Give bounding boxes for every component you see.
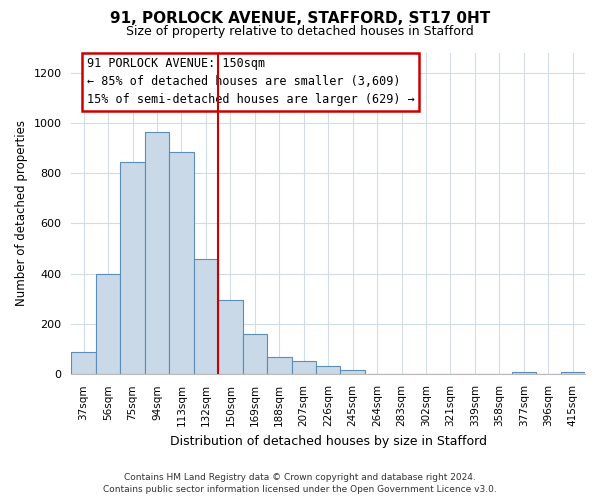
Bar (71, 352, 96, 374)
Bar (267, 356, 292, 374)
Text: 91 PORLOCK AVENUE: 150sqm
← 85% of detached houses are smaller (3,609)
15% of se: 91 PORLOCK AVENUE: 150sqm ← 85% of detac… (87, 58, 415, 106)
Bar (121, 162, 145, 374)
Bar (512, 372, 536, 374)
Bar (560, 372, 585, 374)
Y-axis label: Number of detached properties: Number of detached properties (15, 120, 28, 306)
Bar (316, 366, 340, 374)
Bar (145, 132, 169, 374)
Text: Contains HM Land Registry data © Crown copyright and database right 2024.
Contai: Contains HM Land Registry data © Crown c… (103, 472, 497, 494)
Bar (96, 274, 121, 374)
Bar (242, 334, 267, 374)
Bar (292, 361, 316, 374)
Bar (169, 152, 194, 374)
Text: 91, PORLOCK AVENUE, STAFFORD, ST17 0HT: 91, PORLOCK AVENUE, STAFFORD, ST17 0HT (110, 11, 490, 26)
Bar (218, 300, 242, 374)
X-axis label: Distribution of detached houses by size in Stafford: Distribution of detached houses by size … (170, 434, 487, 448)
Bar (194, 258, 218, 374)
Text: Size of property relative to detached houses in Stafford: Size of property relative to detached ho… (126, 24, 474, 38)
Bar (340, 370, 365, 374)
